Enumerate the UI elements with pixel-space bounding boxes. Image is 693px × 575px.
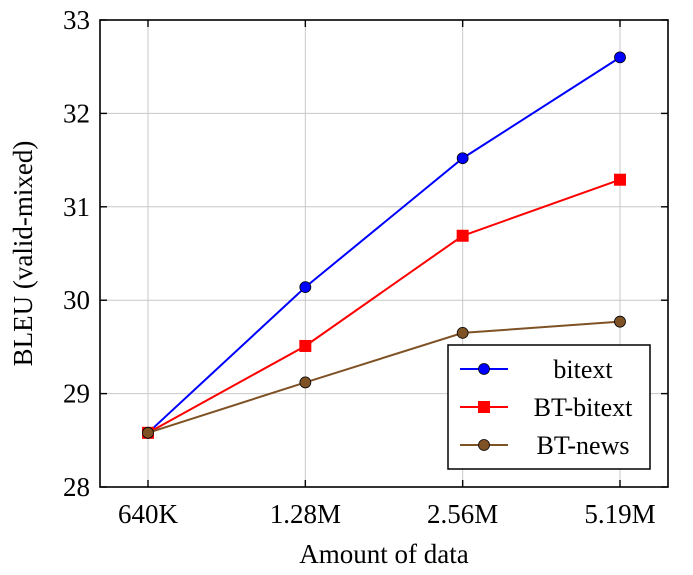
data-point-marker: [456, 152, 469, 165]
data-point-marker: [299, 339, 312, 352]
y-axis-title: BLEU (valid-mixed): [8, 141, 38, 367]
y-tick-label: 28: [63, 472, 90, 502]
series-layer: [142, 51, 626, 439]
data-point-marker: [478, 363, 490, 375]
legend-entry: BT-news: [460, 431, 629, 460]
x-axis-title: Amount of data: [299, 539, 468, 569]
legend: bitext BT-bitext BT-news: [447, 344, 651, 470]
x-tick-label: 5.19M: [584, 499, 655, 529]
data-point-marker: [614, 315, 626, 328]
series-line: [147, 320, 621, 434]
data-point-marker: [299, 376, 312, 389]
axis-ticks: 28 29 30 31 32 33 640K 1.28M 2.56M 5.19M: [63, 5, 668, 529]
x-tick-label: 1.28M: [270, 499, 341, 529]
data-point-marker: [456, 326, 469, 339]
legend-label: BT-bitext: [534, 393, 633, 422]
y-tick-label: 33: [63, 5, 90, 35]
data-point-marker: [299, 281, 312, 294]
data-point-marker: [456, 229, 469, 242]
x-tick-label: 640K: [118, 499, 179, 529]
data-point-marker: [142, 426, 154, 439]
data-point-marker: [478, 401, 490, 413]
y-tick-label: 32: [63, 98, 90, 128]
data-point-marker: [478, 439, 490, 451]
series-line: [147, 178, 621, 434]
data-point-marker: [614, 173, 626, 186]
series-bt-news: [142, 315, 626, 439]
legend-entry: bitext: [460, 355, 613, 384]
legend-label: bitext: [553, 355, 613, 384]
legend-label: BT-news: [537, 431, 630, 460]
plot-frame: [99, 19, 669, 488]
legend-entry: BT-bitext: [460, 393, 633, 422]
y-tick-label: 31: [63, 192, 90, 222]
x-tick-label: 2.56M: [427, 499, 498, 529]
y-tick-label: 29: [63, 379, 90, 409]
series-line: [147, 56, 621, 434]
data-point-marker: [614, 51, 626, 64]
y-tick-label: 30: [63, 285, 90, 315]
